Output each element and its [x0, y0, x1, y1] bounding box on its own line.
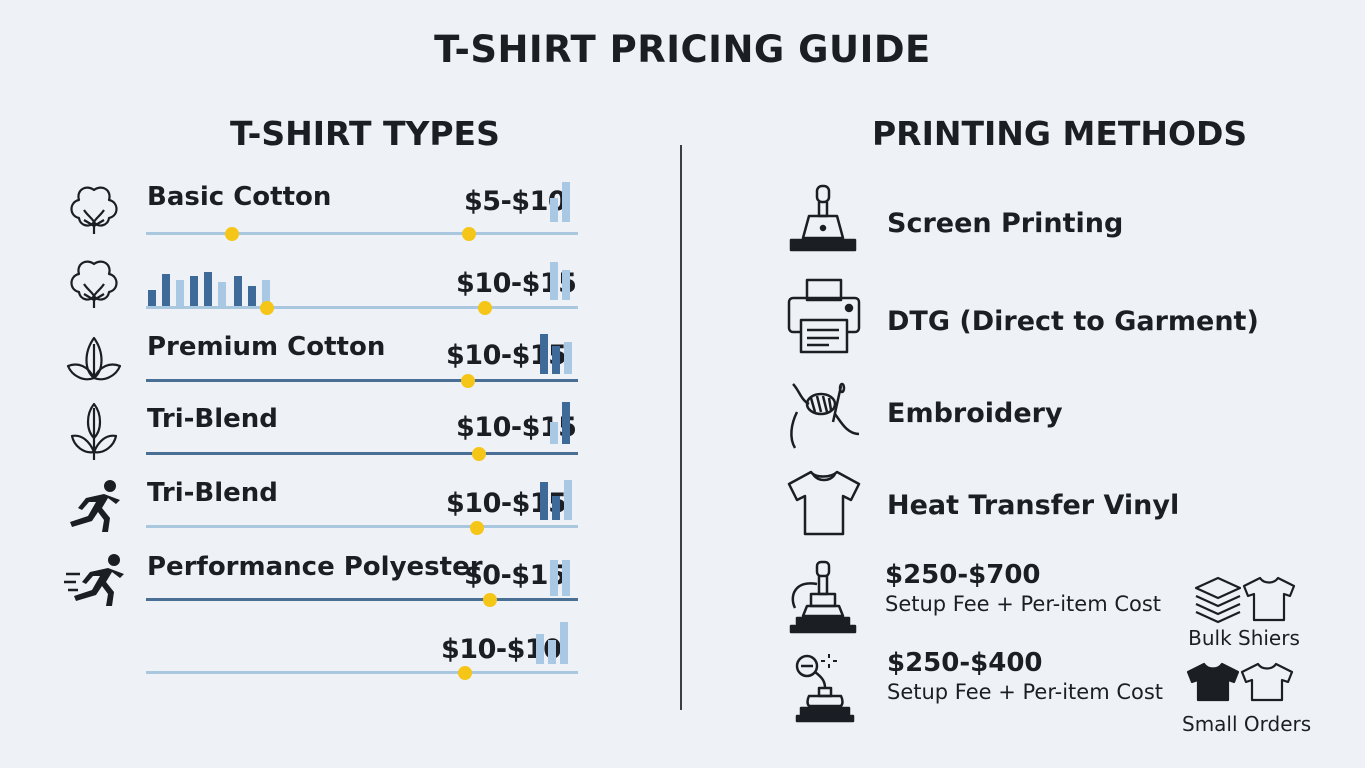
leaf-icon — [66, 336, 122, 381]
price-range-line — [146, 598, 578, 601]
joystick-press-icon — [795, 654, 855, 723]
method-label: Heat Transfer Vinyl — [887, 490, 1180, 521]
range-marker — [461, 374, 475, 388]
tag-bulk: Bulk Shiers — [1184, 574, 1304, 664]
cost-description: Setup Fee + Per-item Cost — [885, 592, 1162, 616]
price-bars — [550, 402, 570, 444]
method-label: DTG (Direct to Garment) — [887, 306, 1259, 337]
price-range-line — [146, 671, 578, 674]
price-bars — [536, 622, 568, 664]
type-price: $0-$15 — [464, 560, 567, 591]
cost-price: $250-$700 — [885, 560, 1041, 590]
range-marker — [472, 447, 486, 461]
shirts-pair-icon — [1186, 662, 1294, 702]
price-range-line — [146, 452, 578, 455]
cotton-flower-icon — [70, 260, 118, 308]
runner-icon — [70, 480, 120, 532]
cotton-flower-icon — [70, 186, 118, 234]
types-heading: T-SHIRT TYPES — [230, 114, 500, 153]
type-price: $5-$10 — [464, 186, 567, 217]
tag-small: Small Orders — [1182, 660, 1312, 750]
column-divider — [680, 145, 682, 710]
range-marker — [470, 521, 484, 535]
price-range-line — [146, 525, 578, 528]
type-label: Tri-Blend — [147, 404, 278, 434]
cost-small: $250-$400 Setup Fee + Per-item Cost — [785, 648, 1163, 728]
range-marker — [478, 301, 492, 315]
cost-price: $250-$400 — [887, 648, 1043, 678]
page-title: T-SHIRT PRICING GUIDE — [434, 28, 931, 71]
type-label: Basic Cotton — [147, 182, 332, 212]
method-label: Screen Printing — [887, 208, 1124, 239]
price-bars — [550, 182, 570, 222]
tag-label: Bulk Shiers — [1188, 626, 1300, 650]
tshirt-icon — [787, 470, 861, 536]
cost-description: Setup Fee + Per-item Cost — [887, 680, 1164, 704]
methods-heading: PRINTING METHODS — [872, 114, 1248, 153]
method-dtg: DTG (Direct to Garment) — [785, 278, 1259, 358]
type-label: Tri-Blend — [147, 478, 278, 508]
squeegee-icon — [789, 184, 857, 252]
price-range-line — [146, 379, 578, 382]
type-row-tri-blend: Tri-Blend $10-$15 — [60, 400, 590, 470]
price-range-line — [146, 306, 578, 309]
type-row-tri-blend-2: Tri-Blend $10-$15 — [60, 474, 590, 544]
range-marker — [483, 593, 497, 607]
press-machine-icon — [789, 560, 857, 634]
method-label: Embroidery — [887, 398, 1063, 429]
method-heat-transfer-vinyl: Heat Transfer Vinyl — [785, 466, 1215, 546]
type-row-cotton: $10-$15 — [60, 252, 590, 322]
type-row-performance-polyester: Performance Polyester $0-$15 — [60, 548, 590, 618]
price-bars — [550, 560, 570, 596]
decorative-bars — [148, 272, 270, 308]
price-bars — [550, 262, 570, 300]
cost-bulk: $250-$700 Setup Fee + Per-item Cost — [785, 560, 1161, 640]
type-label: Performance Polyester — [147, 552, 483, 582]
price-bars — [540, 480, 572, 520]
range-marker — [462, 227, 476, 241]
runner-icon — [64, 554, 124, 606]
price-range-line — [146, 232, 578, 235]
type-row-premium-cotton: Premium Cotton $10-$15 — [60, 328, 590, 398]
tag-label: Small Orders — [1182, 712, 1312, 736]
needle-thread-icon — [790, 382, 860, 449]
range-marker — [458, 666, 472, 680]
type-row-extra: $10-$10 — [60, 620, 590, 690]
printer-icon — [787, 278, 861, 354]
leaf-icon — [70, 402, 118, 460]
method-embroidery: Embroidery — [785, 378, 1215, 458]
range-marker — [225, 227, 239, 241]
range-marker — [260, 301, 274, 315]
type-label: Premium Cotton — [147, 332, 386, 362]
price-bars — [540, 334, 572, 374]
method-screen-printing: Screen Printing — [785, 182, 1215, 262]
stacked-shirts-icon — [1194, 576, 1296, 624]
type-row-basic-cotton: Basic Cotton $5-$10 — [60, 178, 590, 248]
